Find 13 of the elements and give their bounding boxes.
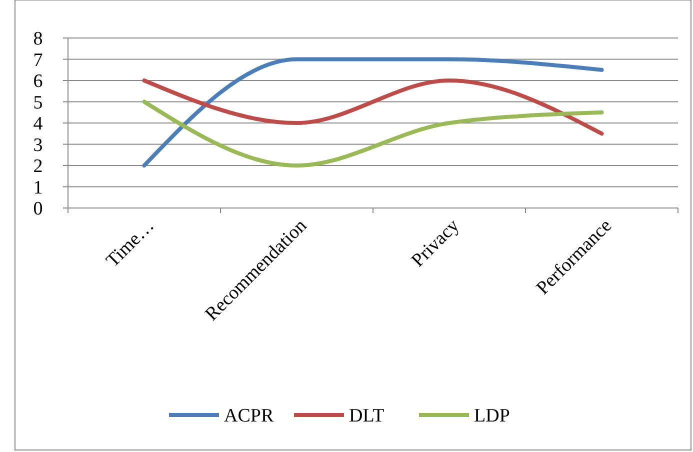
legend-label: ACPR [224,406,274,427]
y-tick-label: 4 [33,114,44,135]
legend-label: LDP [474,406,510,427]
legend-label: DLT [349,406,385,427]
y-tick-label: 8 [33,28,43,50]
y-tick-label: 1 [33,177,43,198]
y-tick-label: 7 [33,50,43,71]
y-tick-label: 6 [33,71,43,92]
y-tick-label: 3 [33,134,43,156]
y-tick-label: 2 [33,156,43,178]
y-tick-label: 5 [33,92,43,114]
line-series [142,100,604,168]
y-tick-label: 0 [33,198,43,220]
